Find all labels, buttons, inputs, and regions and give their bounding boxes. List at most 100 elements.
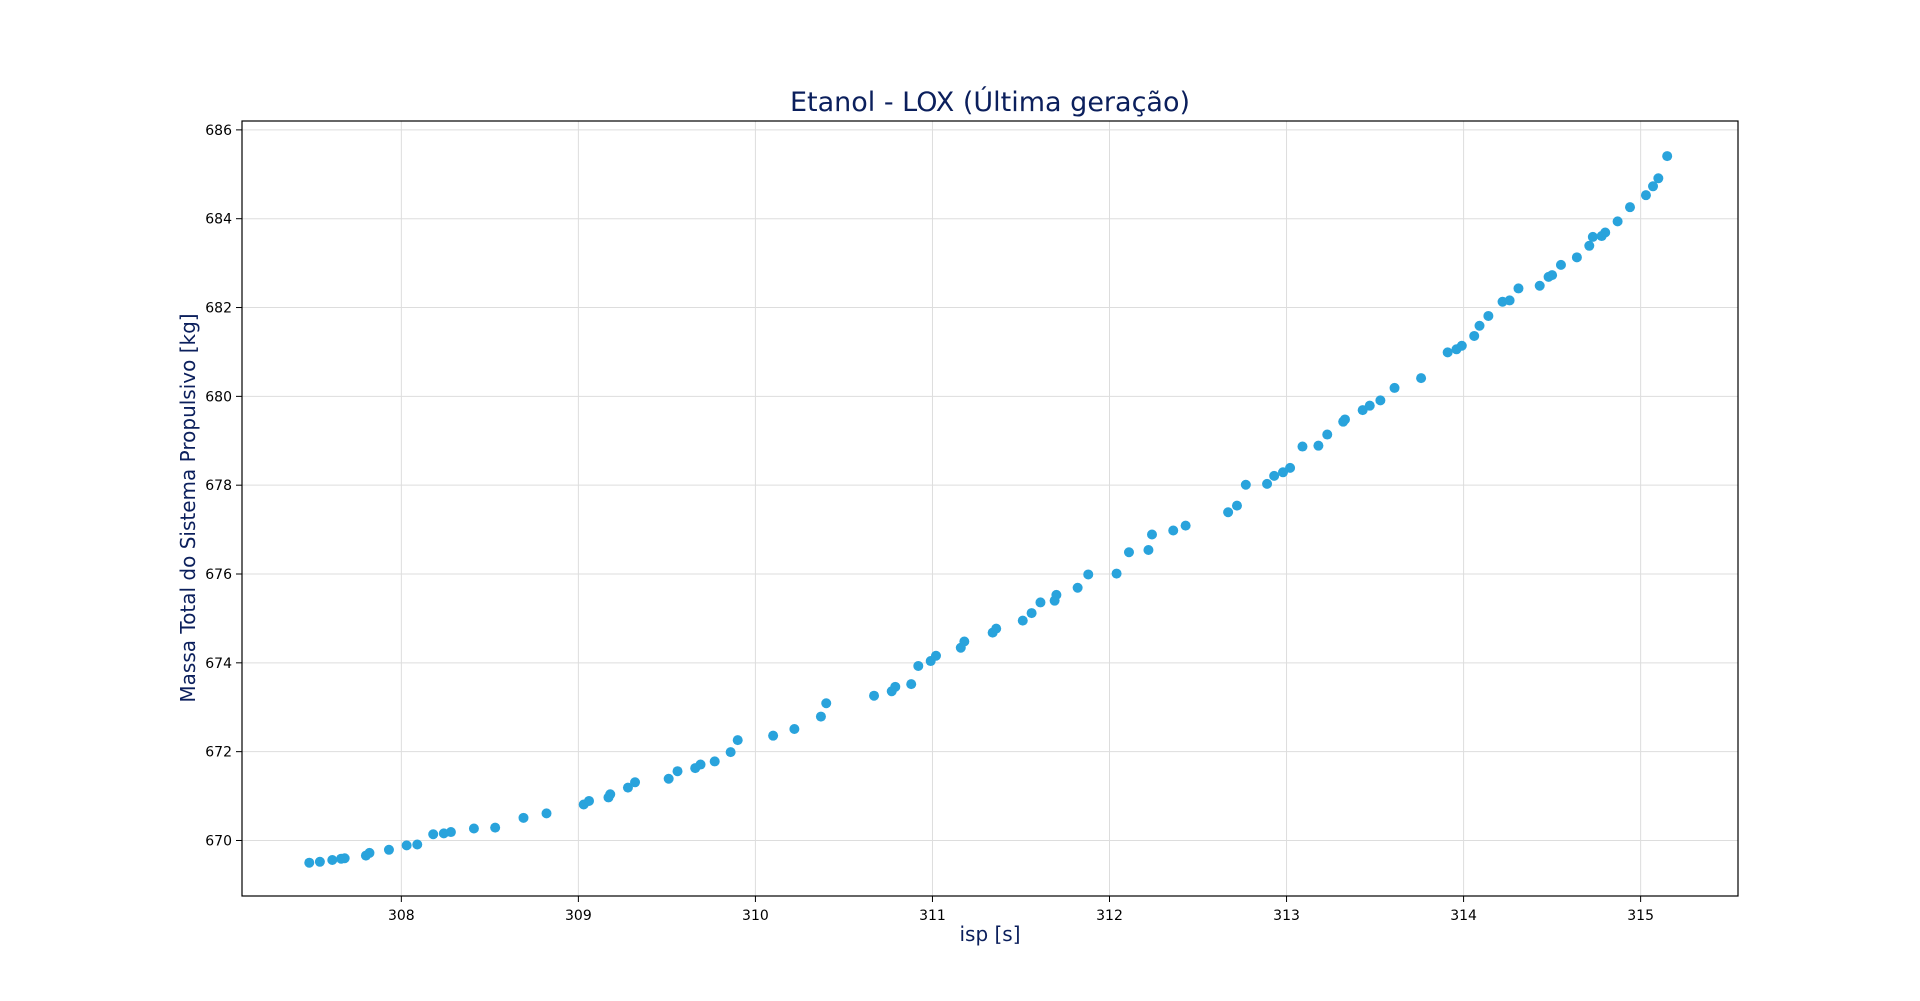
data-point xyxy=(815,711,826,722)
data-point xyxy=(991,623,1002,634)
y-tick-label: 684 xyxy=(205,212,232,228)
data-point xyxy=(725,747,736,758)
data-point xyxy=(339,853,350,864)
data-point xyxy=(906,679,917,690)
data-point xyxy=(1442,347,1453,358)
plot-frame xyxy=(241,120,1739,897)
data-point xyxy=(1269,470,1280,481)
grid-lines xyxy=(242,121,1738,896)
data-point xyxy=(768,730,779,741)
data-point xyxy=(1072,582,1083,593)
data-point xyxy=(672,766,683,777)
data-point xyxy=(412,839,423,850)
y-tick-label: 674 xyxy=(205,656,232,672)
data-point xyxy=(1625,202,1636,213)
data-point xyxy=(1504,295,1515,306)
data-point xyxy=(1297,441,1308,452)
x-tick-label: 309 xyxy=(565,908,592,924)
data-point xyxy=(327,855,338,866)
data-point xyxy=(663,773,674,784)
data-point xyxy=(1662,151,1673,162)
data-point xyxy=(1180,520,1191,531)
data-point xyxy=(1600,227,1611,238)
x-tick-label: 310 xyxy=(742,908,769,924)
x-axis-ticks: 308 309 310 311 312 313 314 315 xyxy=(388,896,1654,924)
data-point xyxy=(1587,231,1598,242)
y-tick-label: 670 xyxy=(205,833,232,849)
data-point xyxy=(1474,320,1485,331)
chart-title: Etanol - LOX (Última geração) xyxy=(790,86,1190,118)
data-point xyxy=(1584,240,1595,251)
data-point xyxy=(468,823,479,834)
data-point xyxy=(1612,216,1623,227)
data-point xyxy=(789,724,800,735)
data-point xyxy=(1339,414,1350,425)
data-point xyxy=(709,756,720,767)
data-point xyxy=(732,735,743,746)
data-point xyxy=(1322,429,1333,440)
data-point xyxy=(931,650,942,661)
data-point xyxy=(1389,382,1400,393)
data-point xyxy=(1364,400,1375,411)
data-point xyxy=(1640,190,1651,201)
data-point xyxy=(1168,525,1179,536)
data-point xyxy=(695,759,706,770)
data-point xyxy=(1262,478,1273,489)
y-tick-label: 682 xyxy=(205,301,232,317)
data-point xyxy=(445,827,456,838)
y-tick-label: 672 xyxy=(205,745,232,761)
data-point xyxy=(1547,270,1558,281)
y-axis-ticks: 670 672 674 676 678 680 682 684 686 xyxy=(205,123,242,849)
data-point xyxy=(1231,500,1242,511)
y-tick-label: 678 xyxy=(205,478,232,494)
data-point xyxy=(1143,545,1154,556)
x-tick-label: 315 xyxy=(1627,908,1654,924)
data-point xyxy=(1111,568,1122,579)
data-point xyxy=(541,808,552,819)
data-point xyxy=(428,829,439,840)
data-point xyxy=(869,690,880,701)
data-point xyxy=(1469,330,1480,341)
y-tick-label: 680 xyxy=(205,389,232,405)
x-tick-label: 313 xyxy=(1273,908,1300,924)
y-tick-label: 676 xyxy=(205,567,232,583)
data-point xyxy=(1240,479,1251,490)
x-tick-label: 314 xyxy=(1450,908,1477,924)
y-axis-label: Massa Total do Sistema Propulsivo [kg] xyxy=(176,313,200,702)
data-point xyxy=(1571,252,1582,263)
data-point xyxy=(383,844,394,855)
data-point xyxy=(584,795,595,806)
data-point xyxy=(314,856,325,867)
data-point xyxy=(1555,259,1566,270)
data-point xyxy=(1653,173,1664,184)
data-point xyxy=(490,822,501,833)
data-point xyxy=(1648,181,1659,192)
data-point xyxy=(1017,615,1028,626)
data-point xyxy=(1223,507,1234,518)
data-point xyxy=(1026,608,1037,619)
data-points xyxy=(304,151,1673,868)
data-point xyxy=(1051,589,1062,600)
data-point xyxy=(1123,547,1134,558)
data-point xyxy=(890,681,901,692)
data-point xyxy=(364,847,375,858)
data-point xyxy=(1416,373,1427,384)
data-point xyxy=(1035,597,1046,608)
data-point xyxy=(622,782,633,793)
data-point xyxy=(518,812,529,823)
data-point xyxy=(821,698,832,709)
data-point xyxy=(401,840,412,851)
data-point xyxy=(959,636,970,647)
data-point xyxy=(304,857,315,868)
data-point xyxy=(1313,440,1324,451)
data-point xyxy=(1513,283,1524,294)
data-point xyxy=(913,660,924,671)
data-point xyxy=(605,789,616,800)
data-point xyxy=(1483,310,1494,321)
x-tick-label: 308 xyxy=(388,908,415,924)
data-point xyxy=(630,777,641,788)
data-point xyxy=(1083,569,1094,580)
data-point xyxy=(1285,462,1296,473)
x-tick-label: 311 xyxy=(919,908,946,924)
